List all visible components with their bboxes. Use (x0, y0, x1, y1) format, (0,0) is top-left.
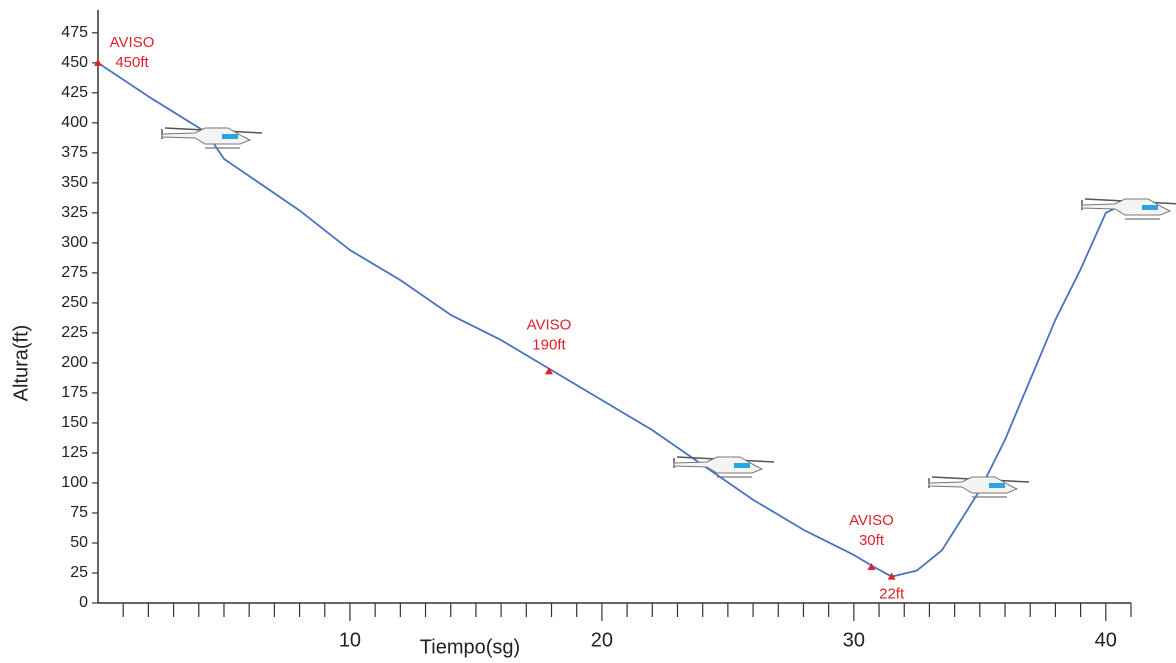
y-tick-label: 350 (61, 174, 88, 191)
annotation-label: AVISO (849, 512, 894, 529)
y-tick-label: 200 (61, 354, 88, 371)
y-tick-label: 25 (70, 564, 88, 581)
y-tick-label: 50 (70, 534, 88, 551)
y-tick-label: 400 (61, 114, 88, 131)
y-tick-label: 250 (61, 294, 88, 311)
annotation-label: AVISO (110, 34, 155, 51)
y-tick-label: 375 (61, 144, 88, 161)
annotation-value: 30ft (859, 532, 885, 549)
x-tick-label: 40 (1095, 629, 1117, 651)
annotation-value: 22ft (879, 586, 905, 603)
annotation-value: 450ft (115, 54, 149, 71)
x-tick-label: 20 (591, 629, 613, 651)
annotation-label: AVISO (527, 316, 572, 333)
x-tick-label: 10 (339, 629, 361, 651)
y-tick-label: 150 (61, 414, 88, 431)
y-tick-label: 225 (61, 324, 88, 341)
y-tick-label: 300 (61, 234, 88, 251)
x-tick-label: 30 (843, 629, 865, 651)
y-tick-label: 100 (61, 474, 88, 491)
y-tick-label: 275 (61, 264, 88, 281)
line (97, 62, 1119, 578)
y-tick-label: 175 (61, 384, 88, 401)
y-tick-label: 450 (61, 54, 88, 71)
y-tick-label: 425 (61, 84, 88, 101)
annotation-marker (544, 367, 553, 375)
y-tick-label: 0 (79, 594, 88, 611)
y-axis-label: Altura(ft) (10, 325, 32, 402)
annotation-value: 190ft (532, 336, 566, 353)
annotation-marker (887, 572, 896, 580)
y-tick-label: 475 (61, 24, 88, 41)
helicopter-icons-layer (97, 62, 1119, 578)
annotation-marker (867, 562, 876, 570)
y-tick-label: 75 (70, 504, 88, 521)
y-tick-label: 125 (61, 444, 88, 461)
x-axis-label: Tiempo(sg) (420, 636, 520, 658)
annotation-marker (94, 58, 102, 66)
y-tick-label: 325 (61, 204, 88, 221)
